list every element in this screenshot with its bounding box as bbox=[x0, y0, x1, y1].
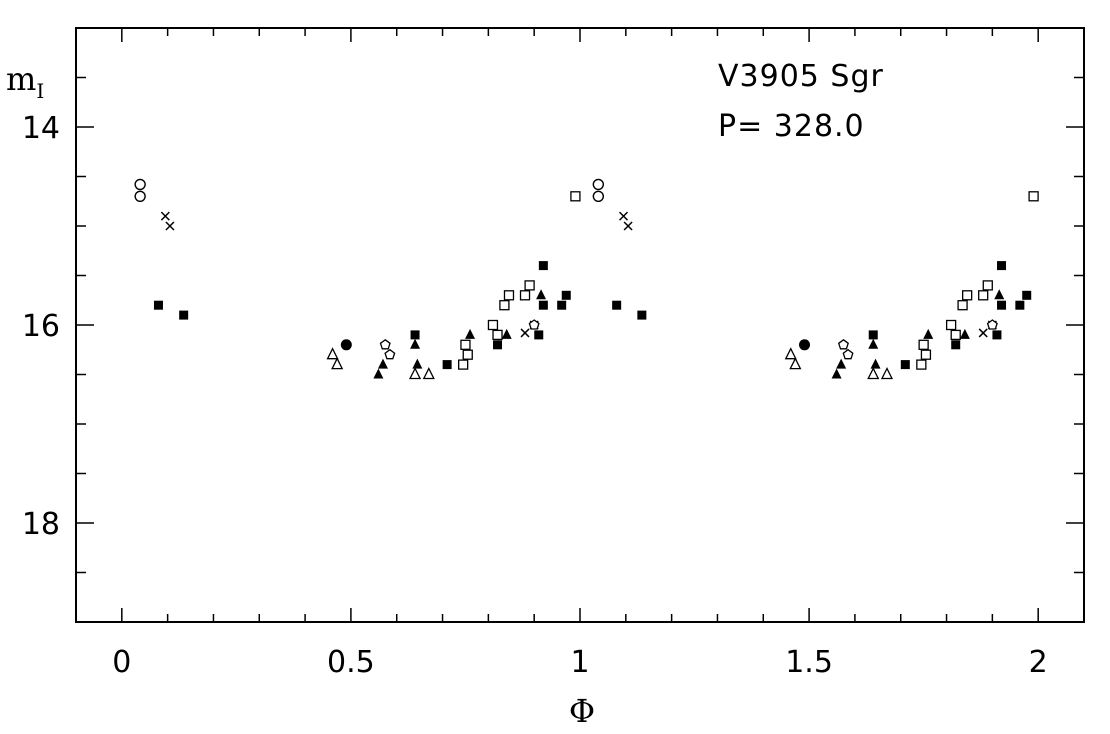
data-point-filled-circle bbox=[799, 339, 811, 351]
data-point-open-square bbox=[918, 339, 929, 350]
axis-ticks bbox=[76, 27, 1085, 623]
data-point-cross bbox=[623, 221, 633, 231]
data-point-filled-triangle bbox=[831, 368, 842, 379]
data-point-open-square bbox=[458, 359, 469, 370]
y-tick-label: 16 bbox=[22, 309, 60, 344]
x-tick-label: 2 bbox=[1029, 645, 1048, 680]
data-point-open-circle bbox=[592, 190, 605, 203]
data-point-filled-square bbox=[557, 300, 567, 310]
x-tick-label: 1 bbox=[570, 645, 589, 680]
data-point-filled-square bbox=[538, 300, 548, 310]
data-point-filled-triangle bbox=[836, 358, 847, 369]
data-point-filled-square bbox=[561, 290, 571, 300]
data-point-open-circle bbox=[134, 178, 146, 191]
data-point-filled-triangle bbox=[536, 289, 547, 300]
data-point-filled-square bbox=[410, 330, 420, 340]
data-point-filled-circle bbox=[340, 339, 352, 351]
data-point-open-square bbox=[945, 319, 957, 331]
data-points bbox=[134, 178, 1039, 380]
data-point-open-square bbox=[916, 359, 927, 370]
data-point-open-square bbox=[1028, 191, 1039, 202]
data-point-filled-triangle bbox=[994, 289, 1005, 300]
data-point-filled-square bbox=[493, 340, 503, 350]
data-point-open-triangle bbox=[326, 347, 339, 360]
y-axis-label: mI bbox=[6, 60, 44, 103]
data-point-open-square bbox=[524, 280, 535, 291]
data-point-filled-square bbox=[868, 330, 878, 340]
data-point-filled-square bbox=[997, 300, 1007, 310]
data-point-open-triangle bbox=[422, 367, 435, 380]
data-point-filled-triangle bbox=[410, 338, 421, 349]
y-tick-label: 14 bbox=[22, 111, 60, 146]
data-point-open-square bbox=[978, 290, 989, 301]
data-point-open-pentagon bbox=[379, 338, 391, 350]
data-point-cross bbox=[165, 221, 175, 231]
data-point-filled-triangle bbox=[412, 358, 423, 369]
data-point-open-square bbox=[499, 300, 510, 311]
data-point-open-square bbox=[982, 280, 993, 291]
data-point-filled-triangle bbox=[377, 358, 388, 369]
data-point-filled-square bbox=[637, 310, 647, 320]
data-point-filled-triangle bbox=[868, 338, 879, 349]
data-point-filled-triangle bbox=[923, 328, 934, 339]
data-point-filled-square bbox=[153, 300, 163, 310]
data-point-cross bbox=[978, 328, 988, 338]
data-point-open-square bbox=[950, 329, 961, 341]
data-point-filled-square bbox=[612, 300, 622, 310]
data-point-filled-triangle bbox=[373, 368, 384, 379]
data-point-open-triangle bbox=[784, 347, 797, 360]
data-point-filled-square bbox=[534, 330, 544, 340]
data-point-open-square bbox=[487, 319, 499, 331]
data-point-open-triangle bbox=[331, 357, 344, 370]
x-tick-label: 0 bbox=[112, 645, 131, 680]
data-point-cross bbox=[160, 211, 170, 221]
data-point-filled-triangle bbox=[465, 328, 476, 339]
x-axis-label: Φ bbox=[569, 692, 595, 730]
data-point-open-square bbox=[920, 349, 932, 360]
data-point-filled-square bbox=[951, 340, 961, 350]
x-tick-label: 0.5 bbox=[327, 645, 375, 680]
axis-tick-labels: 0 0.5 1 1.5 2 14 16 18 bbox=[22, 111, 1048, 680]
x-tick-label: 1.5 bbox=[785, 645, 833, 680]
data-point-open-square bbox=[570, 191, 581, 202]
data-point-filled-square bbox=[442, 360, 452, 370]
data-point-open-triangle bbox=[789, 357, 802, 370]
data-point-cross bbox=[520, 328, 530, 338]
data-point-open-square bbox=[957, 300, 968, 311]
data-point-filled-triangle bbox=[870, 358, 881, 369]
data-point-open-pentagon bbox=[384, 348, 396, 360]
data-point-filled-square bbox=[992, 330, 1002, 340]
data-point-cross bbox=[618, 211, 629, 221]
y-axis-label-main: m bbox=[6, 60, 36, 98]
data-point-open-triangle bbox=[867, 367, 880, 380]
data-point-open-square bbox=[519, 290, 531, 301]
data-point-open-square bbox=[460, 339, 471, 350]
data-point-open-square bbox=[462, 349, 473, 360]
data-point-filled-square bbox=[1022, 290, 1032, 300]
data-point-filled-triangle bbox=[501, 328, 512, 339]
data-point-filled-square bbox=[179, 310, 189, 320]
y-tick-label: 18 bbox=[22, 507, 60, 542]
data-point-open-square bbox=[503, 290, 515, 301]
y-axis-label-subscript: I bbox=[36, 79, 44, 103]
data-point-open-pentagon bbox=[528, 319, 540, 330]
data-point-open-square bbox=[492, 329, 503, 341]
data-point-filled-square bbox=[900, 360, 910, 370]
data-point-filled-triangle bbox=[959, 328, 970, 339]
period-annotation: P= 328.0 bbox=[718, 109, 865, 144]
data-point-open-pentagon bbox=[986, 319, 998, 330]
plot-frame bbox=[75, 27, 1085, 623]
data-point-open-pentagon bbox=[842, 348, 854, 360]
data-point-open-circle bbox=[592, 178, 605, 191]
star-name-annotation: V3905 Sgr bbox=[718, 59, 884, 94]
data-point-open-square bbox=[962, 290, 973, 301]
data-point-open-triangle bbox=[880, 367, 894, 380]
data-point-open-pentagon bbox=[837, 338, 849, 350]
data-point-open-circle bbox=[134, 190, 146, 203]
data-point-filled-square bbox=[538, 261, 548, 271]
data-point-open-triangle bbox=[409, 367, 422, 380]
data-point-filled-square bbox=[1015, 300, 1025, 310]
data-point-filled-square bbox=[997, 261, 1007, 271]
